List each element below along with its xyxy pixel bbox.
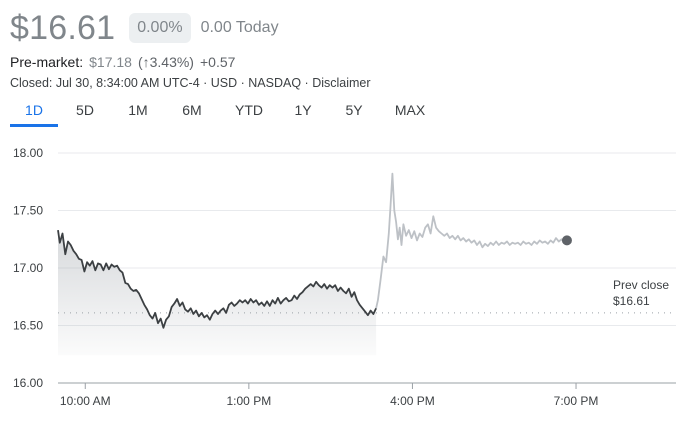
- regular-session-line: [57, 229, 377, 329]
- closed-info: Closed: Jul 30, 8:34:00 AM UTC-4 · USD ·…: [10, 76, 313, 90]
- range-tab-1d[interactable]: 1D: [10, 102, 58, 127]
- range-tabs: 1D 5D 1M 6M YTD 1Y 5Y MAX: [10, 102, 440, 127]
- premarket-label: Pre-market:: [10, 54, 84, 70]
- prev-close-label: Prev close: [613, 278, 669, 292]
- range-tab-max[interactable]: MAX: [394, 102, 426, 118]
- x-tick-label: 10:00 AM: [60, 394, 111, 408]
- premarket-change: +0.57: [199, 54, 236, 70]
- current-price: $16.61: [10, 8, 116, 47]
- range-tab-6m[interactable]: 6M: [182, 102, 202, 118]
- prev-close-value: $16.61: [613, 294, 650, 308]
- range-tab-ytd[interactable]: YTD: [235, 102, 263, 118]
- x-axis-labels: 10:00 AM 1:00 PM 4:00 PM 7:00 PM: [60, 383, 598, 408]
- last-price-dot: [561, 235, 572, 246]
- x-tick-label: 1:00 PM: [227, 394, 272, 408]
- range-tab-1y[interactable]: 1Y: [294, 102, 312, 118]
- extended-session-line: [375, 172, 568, 309]
- disclaimer-link[interactable]: Disclaimer: [312, 76, 371, 90]
- x-tick-label: 7:00 PM: [554, 394, 599, 408]
- quote-header: $16.61 0.00% 0.00 Today: [10, 6, 279, 50]
- range-tab-5d[interactable]: 5D: [76, 102, 94, 118]
- market-status: Closed: Jul 30, 8:34:00 AM UTC-4 · USD ·…: [10, 76, 371, 90]
- change-percent-badge: 0.00%: [129, 13, 191, 43]
- change-today: 0.00 Today: [200, 19, 279, 36]
- premarket-percent: (↑3.43%): [137, 54, 194, 70]
- range-tab-1m[interactable]: 1M: [128, 102, 148, 118]
- regular-session-area: [58, 230, 377, 356]
- range-tab-5y[interactable]: 5Y: [345, 102, 363, 118]
- y-tick-label: 16.50: [13, 319, 43, 333]
- y-tick-label: 17.00: [13, 261, 43, 275]
- y-tick-label: 18.00: [13, 146, 43, 160]
- premarket-row: Pre-market: $17.18 (↑3.43%) +0.57: [10, 54, 235, 70]
- y-tick-label: 16.00: [13, 376, 43, 390]
- y-tick-label: 17.50: [13, 204, 43, 218]
- y-axis-labels: 18.00 17.50 17.00 16.50 16.00: [13, 146, 43, 390]
- x-tick-label: 4:00 PM: [390, 394, 435, 408]
- premarket-price: $17.18: [89, 54, 132, 70]
